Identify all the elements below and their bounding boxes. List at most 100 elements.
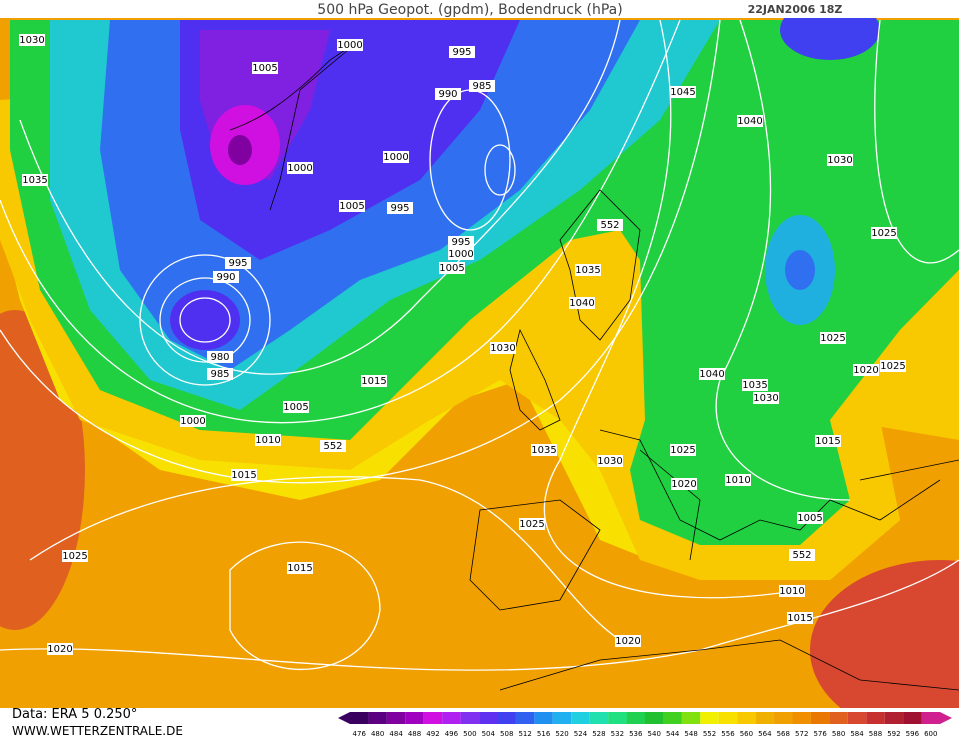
website: WWW.WETTERZENTRALE.DE xyxy=(12,724,183,738)
scale-label: 568 xyxy=(777,730,790,738)
scale-label: 508 xyxy=(500,730,513,738)
scale-label: 544 xyxy=(666,730,680,738)
isobar-label: 1005 xyxy=(439,263,464,274)
scale-swatch xyxy=(847,712,867,724)
isobar-label: 1010 xyxy=(255,435,280,446)
scale-label: 596 xyxy=(906,730,920,738)
isobar-label-bg xyxy=(287,562,313,574)
isobar-label: 980 xyxy=(210,352,229,363)
isobar-label-bg xyxy=(670,444,696,456)
field-red xyxy=(810,560,959,708)
scale-swatch xyxy=(792,712,811,724)
isobar-label-bg xyxy=(670,86,696,98)
scale-swatch xyxy=(645,712,664,724)
isobar-label: 1010 xyxy=(725,475,750,486)
scale-label: 492 xyxy=(426,730,439,738)
scale-swatch xyxy=(663,712,682,724)
scale-label: 484 xyxy=(389,730,403,738)
isobar-label-bg xyxy=(225,257,251,269)
isobar-label: 1000 xyxy=(448,249,473,260)
isobar-label: 552 xyxy=(600,220,619,231)
scale-label: 556 xyxy=(721,730,735,738)
scale-label: 512 xyxy=(518,730,531,738)
scale-label: 504 xyxy=(482,730,496,738)
isobar-label-bg xyxy=(22,174,48,186)
isobar-label-bg xyxy=(19,34,45,46)
isobar-label-bg xyxy=(742,379,768,391)
isobar-label: 552 xyxy=(792,550,811,561)
scale-swatch xyxy=(479,712,498,724)
scale-swatch xyxy=(737,712,756,724)
isobar-label-bg xyxy=(469,80,495,92)
isobar-label-bg xyxy=(337,39,363,51)
scale-swatch xyxy=(515,712,535,724)
isobar-label: 985 xyxy=(472,81,491,92)
scale-swatch xyxy=(534,712,553,724)
field-blue-east xyxy=(785,250,815,290)
isobar-label: 1015 xyxy=(361,376,386,387)
scale-swatch xyxy=(350,712,369,724)
field-blue-east xyxy=(780,18,880,60)
isobar-label: 1035 xyxy=(575,265,600,276)
isobar-label-bg xyxy=(287,162,313,174)
isobar-label: 995 xyxy=(390,203,409,214)
scale-swatch xyxy=(368,712,387,724)
isobar-label: 1030 xyxy=(19,35,44,46)
scale-swatch xyxy=(681,712,701,724)
isobar-label-bg xyxy=(387,202,413,214)
scale-swatch xyxy=(810,712,830,724)
scale-swatch xyxy=(866,712,885,724)
scale-label: 536 xyxy=(629,730,643,738)
isobar-label: 1025 xyxy=(880,361,905,372)
isobar-label-bg xyxy=(231,469,257,481)
isobar-label-bg xyxy=(339,200,365,212)
isobar-label-bg xyxy=(699,368,725,380)
isobar-label: 1010 xyxy=(779,586,804,597)
isobar-label-bg xyxy=(815,435,841,447)
isobar-label: 1005 xyxy=(283,402,308,413)
scale-swatch xyxy=(552,712,572,724)
isobar-label: 1025 xyxy=(519,519,544,530)
isobar-label-bg xyxy=(62,550,88,562)
scale-swatch xyxy=(700,712,719,724)
date: 22JAN2006 18Z xyxy=(748,3,843,16)
scale-swatch xyxy=(626,712,645,724)
scale-swatch xyxy=(589,712,609,724)
isobar-label-bg xyxy=(449,46,475,58)
isobars xyxy=(0,19,959,671)
isobar-label: 1030 xyxy=(597,456,622,467)
scale-label: 524 xyxy=(574,730,588,738)
isobar-label: 995 xyxy=(228,258,247,269)
isobar-label-bg xyxy=(575,264,601,276)
scale-label: 488 xyxy=(408,730,421,738)
isobar-label: 990 xyxy=(216,272,235,283)
isobar-label: 1005 xyxy=(339,201,364,212)
isobar-label-bg xyxy=(820,332,846,344)
isobar-label: 1025 xyxy=(871,228,896,239)
scale-swatch xyxy=(829,712,848,724)
scale-swatch xyxy=(423,712,443,724)
scale-label: 500 xyxy=(463,730,476,738)
isobar-label: 1000 xyxy=(287,163,312,174)
isobar-label-bg xyxy=(797,512,823,524)
scale-swatch xyxy=(921,712,940,724)
scale-label: 548 xyxy=(684,730,697,738)
isobar-label: 1015 xyxy=(787,613,812,624)
isobar-label-bg xyxy=(519,518,545,530)
isobar-label-bg xyxy=(779,585,805,597)
scale-label: 560 xyxy=(740,730,753,738)
scale-label: 592 xyxy=(887,730,900,738)
isobar-label: 1015 xyxy=(231,470,256,481)
isobar-label-bg xyxy=(448,236,474,248)
scale-label: 476 xyxy=(353,730,367,738)
isobar-label: 1035 xyxy=(531,445,556,456)
isobar-label-bg xyxy=(827,154,853,166)
isobar-label: 1025 xyxy=(670,445,695,456)
isobar-label: 1015 xyxy=(287,563,312,574)
scale-swatch xyxy=(442,712,461,724)
scale-label: 532 xyxy=(611,730,624,738)
isobar-label-bg xyxy=(615,635,641,647)
scale-label: 584 xyxy=(850,730,864,738)
scale-label: 516 xyxy=(537,730,551,738)
